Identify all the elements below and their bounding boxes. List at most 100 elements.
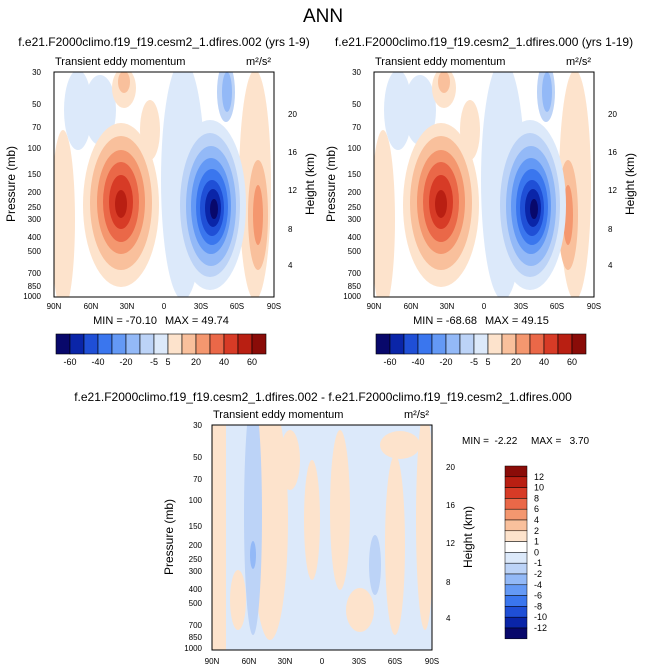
panel-2-ylabel-right: Height (km) [623, 153, 637, 215]
panel-3-y-tick: 200 [189, 541, 203, 550]
panel-1-weak-band [84, 75, 116, 145]
panel-1-x-ticks: 90N 60N 30N 0 30S 60S 90S [47, 302, 281, 311]
panel-2-y-tick: 30 [352, 68, 361, 77]
panel-2-x-tick: 30N [440, 302, 455, 311]
panel-1-y-tick: 50 [32, 100, 41, 109]
panel-3-cool-patch [244, 425, 262, 635]
panel-2-weak-band [404, 75, 436, 145]
panel-2-left-ticks: 30 50 70 100 150 200 250 300 400 500 700… [343, 68, 361, 301]
panel-1-title: f.e21.F2000climo.f19_f19.cesm2_1.dfires.… [18, 35, 309, 49]
panel-2-field [374, 72, 594, 297]
panel-1-y-tick: 850 [28, 282, 42, 291]
panel-2-x-tick: 60S [550, 302, 564, 311]
panel-3-warm-patch [230, 570, 246, 630]
colorbar-box [139, 333, 155, 355]
colorbar-label: -20 [439, 357, 452, 367]
colorbar-box [504, 552, 528, 564]
panel-1-x-tick: 60S [230, 302, 244, 311]
panel-2: f.e21.F2000climo.f19_f19.cesm2_1.dfires.… [324, 35, 637, 367]
figure-title: ANN [303, 6, 343, 27]
panel-3-x-tick: 30S [352, 657, 366, 666]
panel-1-side-lobe [253, 185, 263, 245]
panel-2-ylabel: Pressure (mb) [324, 146, 338, 222]
panel-3: f.e21.F2000climo.f19_f19.cesm2_1.dfires.… [74, 390, 589, 666]
colorbar-label: -5 [150, 357, 158, 367]
colorbar-label: -12 [534, 623, 547, 633]
panel-2-height-tick: 12 [608, 186, 617, 195]
panel-1-x-tick: 30N [120, 302, 135, 311]
panel-1-weak-band [64, 72, 92, 150]
panel-3-y-tick: 250 [189, 555, 203, 564]
colorbar-box [125, 333, 141, 355]
panel-1-height-tick: 20 [288, 110, 297, 119]
panel-1-height-tick: 4 [288, 261, 293, 270]
panel-2-y-tick: 100 [348, 144, 362, 153]
panel-2-negative-lobe [530, 199, 538, 219]
panel-2-weak-band [384, 72, 412, 150]
panel-1-y-tick: 30 [32, 68, 41, 77]
panel-2-top-lobe [438, 72, 450, 93]
colorbar-box [504, 573, 528, 586]
colorbar-box [557, 333, 573, 355]
panel-3-x-tick: 90N [205, 657, 220, 666]
colorbar-label: -1 [534, 558, 542, 568]
panel-3-y-tick: 30 [193, 421, 202, 430]
panel-3-right-ticks: 20 16 12 8 4 [446, 463, 455, 623]
panel-2-height-tick: 20 [608, 110, 617, 119]
panel-2-y-tick: 150 [348, 170, 362, 179]
colorbar-label: 2 [534, 526, 539, 536]
panel-1-y-tick: 100 [28, 144, 42, 153]
panel-2-max: MAX = 49.15 [485, 315, 549, 327]
colorbar-label: 10 [534, 483, 544, 493]
panel-3-warm-patch [330, 430, 350, 590]
colorbar-label: -10 [534, 612, 547, 622]
panel-2-y-tick: 1000 [343, 292, 361, 301]
panel-2-y-tick: 300 [348, 215, 362, 224]
colorbar-box [504, 498, 528, 510]
panel-2-positive-lobe [435, 190, 447, 218]
panel-3-x-ticks: 90N 60N 30N 0 30S 60S 90S [205, 657, 439, 666]
panel-2-y-tick: 70 [352, 123, 361, 132]
colorbar-box [504, 584, 528, 596]
colorbar-box [543, 333, 559, 355]
panel-2-y-tick: 50 [352, 100, 361, 109]
panel-3-cool-patch [250, 541, 256, 569]
colorbar-box [473, 333, 489, 355]
panel-2-y-tick: 850 [348, 282, 362, 291]
panel-2-y-tick: 400 [348, 233, 362, 242]
panel-3-warm-patch [385, 455, 405, 635]
panel-1-weak-band [54, 130, 75, 297]
panel-3-min: MIN = -2.22 [462, 436, 518, 447]
colorbar-box [504, 508, 528, 521]
colorbar-box [181, 333, 197, 355]
panel-3-max: MAX = 3.70 [531, 436, 590, 447]
panel-1-x-tick: 30S [194, 302, 208, 311]
panel-1-y-tick: 150 [28, 170, 42, 179]
panel-1-y-tick: 1000 [23, 292, 41, 301]
panel-3-left-ticks: 30 50 70 100 150 200 250 300 400 500 700… [184, 421, 202, 653]
panel-3-y-tick: 700 [189, 621, 203, 630]
panel-1-top-lobe [222, 72, 232, 112]
panel-3-height-tick: 20 [446, 463, 455, 472]
panel-3-subtitle: Transient eddy momentum [213, 409, 343, 421]
panel-1-y-tick: 500 [28, 247, 42, 256]
panel-2-top-lobe [542, 72, 552, 112]
colorbar-box [83, 333, 99, 355]
colorbar-box [504, 519, 528, 532]
colorbar-box [167, 333, 183, 355]
colorbar-box [403, 333, 419, 355]
colorbar-label: 6 [534, 504, 539, 514]
colorbar-box [571, 333, 587, 355]
colorbar-label: 8 [534, 493, 539, 503]
panel-3-warm-patch [380, 431, 420, 459]
colorbar-label: -5 [470, 357, 478, 367]
colorbar-label: 5 [165, 357, 170, 367]
panel-2-height-tick: 8 [608, 225, 613, 234]
panel-2-x-tick: 90N [367, 302, 382, 311]
colorbar-box [195, 333, 211, 355]
panel-3-warm-patch [304, 460, 320, 580]
panel-2-height-tick: 4 [608, 261, 613, 270]
colorbar-label: 1 [534, 537, 539, 547]
